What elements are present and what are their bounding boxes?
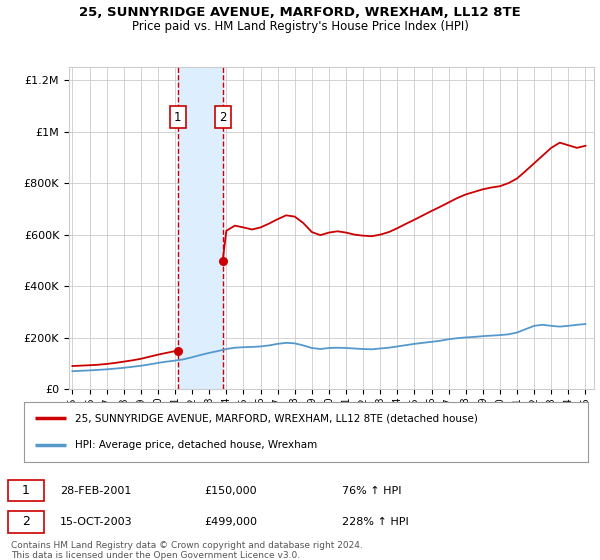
Text: HPI: Average price, detached house, Wrexham: HPI: Average price, detached house, Wrex…	[75, 440, 317, 450]
Text: 2: 2	[219, 111, 226, 124]
Text: 28-FEB-2001: 28-FEB-2001	[60, 486, 131, 496]
Text: 25, SUNNYRIDGE AVENUE, MARFORD, WREXHAM, LL12 8TE: 25, SUNNYRIDGE AVENUE, MARFORD, WREXHAM,…	[79, 6, 521, 18]
FancyBboxPatch shape	[8, 511, 44, 533]
Text: 1: 1	[22, 484, 30, 497]
Text: 2: 2	[22, 515, 30, 529]
Text: 15-OCT-2003: 15-OCT-2003	[60, 517, 133, 527]
Text: 25, SUNNYRIDGE AVENUE, MARFORD, WREXHAM, LL12 8TE (detached house): 25, SUNNYRIDGE AVENUE, MARFORD, WREXHAM,…	[75, 413, 478, 423]
Text: 228% ↑ HPI: 228% ↑ HPI	[342, 517, 409, 527]
Bar	[178, 67, 223, 389]
FancyBboxPatch shape	[8, 479, 44, 501]
Text: Contains HM Land Registry data © Crown copyright and database right 2024.
This d: Contains HM Land Registry data © Crown c…	[11, 541, 362, 560]
Text: 1: 1	[174, 111, 182, 124]
Text: 76% ↑ HPI: 76% ↑ HPI	[342, 486, 401, 496]
Text: Price paid vs. HM Land Registry's House Price Index (HPI): Price paid vs. HM Land Registry's House …	[131, 20, 469, 32]
Text: £150,000: £150,000	[204, 486, 257, 496]
Text: £499,000: £499,000	[204, 517, 257, 527]
